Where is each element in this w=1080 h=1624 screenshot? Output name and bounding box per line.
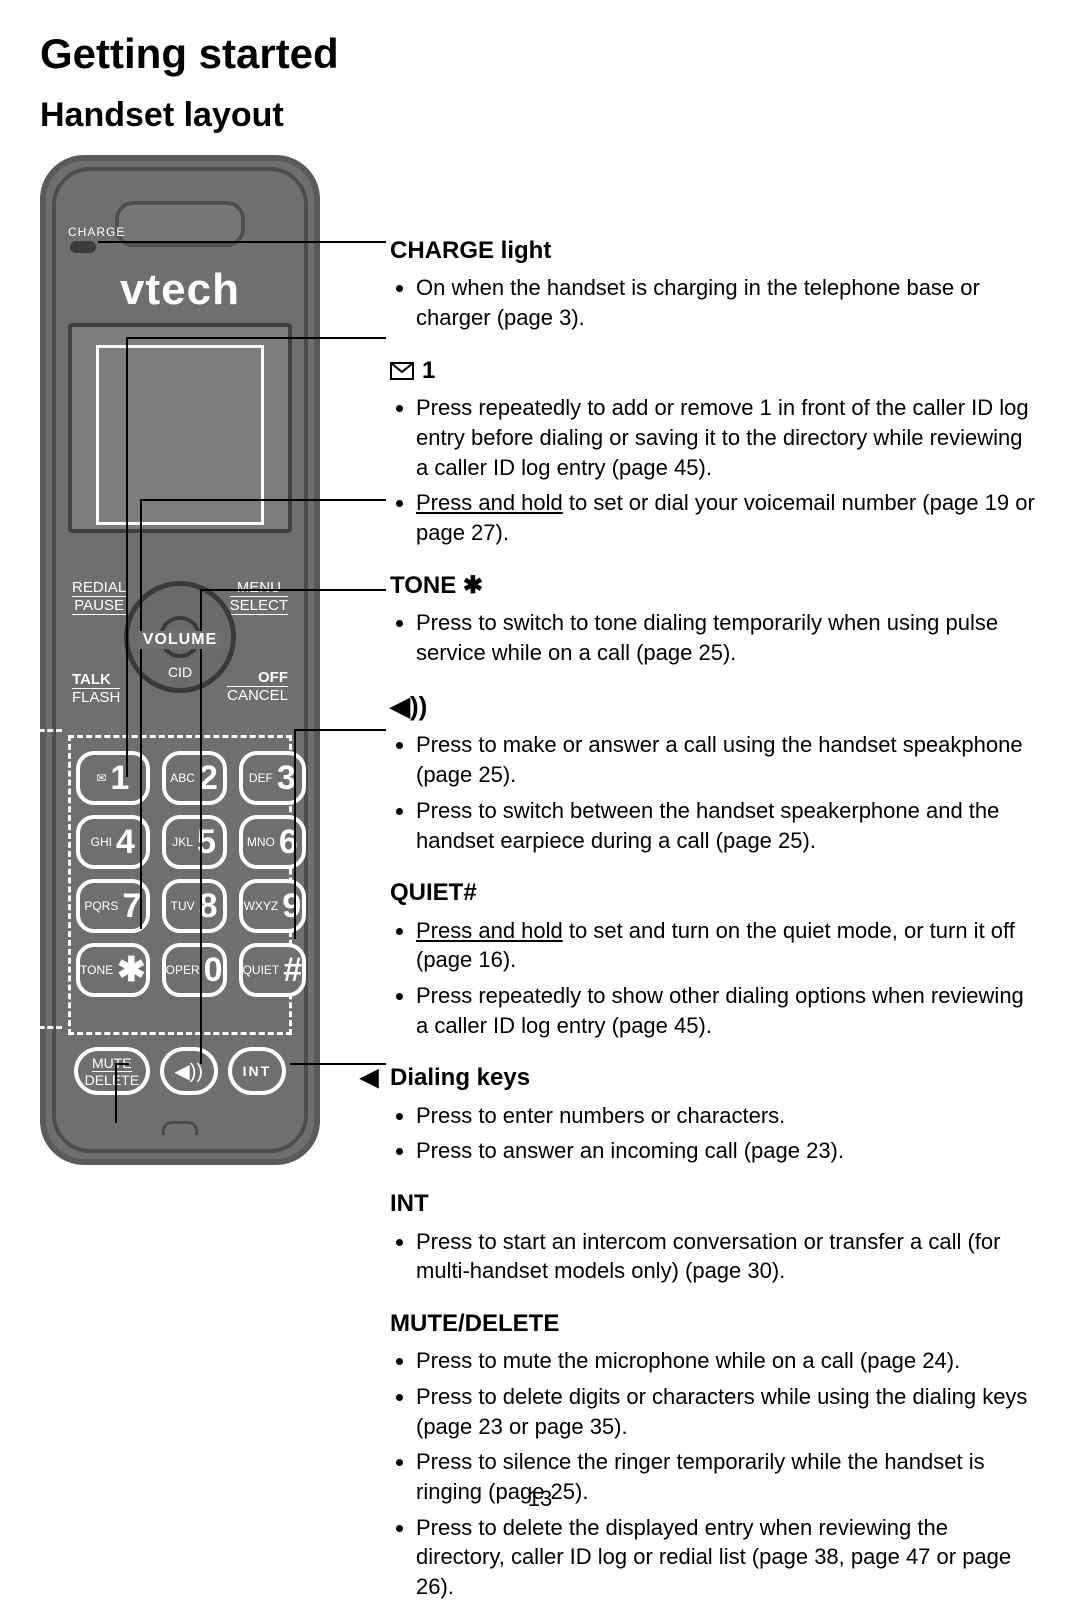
callout-int: INT Press to start an intercom conversati… bbox=[390, 1188, 1040, 1286]
callout-title: MUTE/DELETE bbox=[390, 1308, 1040, 1340]
callouts-column: CHARGE light On when the handset is charg… bbox=[350, 155, 1040, 1624]
page-title: Getting started bbox=[40, 30, 1040, 78]
callout-charge: CHARGE light On when the handset is charg… bbox=[390, 235, 1040, 333]
callout-item: Press and hold to set and turn on the qu… bbox=[416, 916, 1040, 975]
softkey-right: MENU SELECT bbox=[230, 579, 288, 615]
callout-item: Press to mute the microphone while on a … bbox=[416, 1346, 1040, 1376]
mute-delete-key: MUTE DELETE bbox=[74, 1047, 150, 1095]
callout-mute: MUTE/DELETE Press to mute the microphone … bbox=[390, 1308, 1040, 1602]
callout-items: Press and hold to set and turn on the qu… bbox=[390, 916, 1040, 1041]
callout-speaker: ◀)) Press to make or answer a call using … bbox=[390, 689, 1040, 855]
callout-item: Press to silence the ringer temporarily … bbox=[416, 1447, 1040, 1506]
keypad: ✉1ABC2DEF3GHI4JKL5MNO6PQRS7TUV8WXYZ9TONE… bbox=[76, 751, 284, 997]
cid-label: CID bbox=[168, 664, 192, 680]
microphone bbox=[162, 1121, 198, 1135]
keypad-key-1: ✉1 bbox=[76, 751, 150, 805]
callout-items: Press to make or answer a call using the… bbox=[390, 730, 1040, 855]
arrow-left-icon: ◀ bbox=[360, 1062, 378, 1094]
page-number: 13 bbox=[528, 1486, 552, 1512]
softkey-left: REDIAL PAUSE bbox=[72, 579, 126, 615]
callout-quiet: QUIET# Press and hold to set and turn on … bbox=[390, 877, 1040, 1040]
keypad-key-2: ABC2 bbox=[162, 751, 227, 805]
callout-item: Press to start an intercom conversation … bbox=[416, 1227, 1040, 1286]
callout-item: Press to enter numbers or characters. bbox=[416, 1101, 1040, 1131]
keypad-key-5: JKL5 bbox=[162, 815, 227, 869]
callout-dialing: ◀Dialing keys Press to enter numbers or c… bbox=[390, 1062, 1040, 1166]
callout-items: Press to start an intercom conversation … bbox=[390, 1227, 1040, 1286]
keypad-key-9: WXYZ9 bbox=[239, 879, 307, 933]
int-key: INT bbox=[228, 1047, 286, 1095]
keypad-key-#: QUIET# bbox=[239, 943, 307, 997]
mail-icon: ✉ bbox=[96, 772, 106, 784]
callout-items: Press repeatedly to add or remove 1 in f… bbox=[390, 393, 1040, 547]
callout-item: Press repeatedly to add or remove 1 in f… bbox=[416, 393, 1040, 482]
callout-title: 1 bbox=[390, 355, 1040, 387]
keypad-key-0: OPER0 bbox=[162, 943, 227, 997]
keypad-key-8: TUV8 bbox=[162, 879, 227, 933]
callout-item: Press repeatedly to show other dialing o… bbox=[416, 981, 1040, 1040]
callout-items: Press to mute the microphone while on a … bbox=[390, 1346, 1040, 1602]
callout-title: TONE ✱ bbox=[390, 570, 1040, 602]
callout-tone: TONE ✱ Press to switch to tone dialing te… bbox=[390, 570, 1040, 668]
callout-item: Press to delete digits or characters whi… bbox=[416, 1382, 1040, 1441]
keypad-key-✱: TONE✱ bbox=[76, 943, 150, 997]
callout-item: Press to answer an incoming call (page 2… bbox=[416, 1136, 1040, 1166]
callout-item: On when the handset is charging in the t… bbox=[416, 273, 1040, 332]
keypad-key-7: PQRS7 bbox=[76, 879, 150, 933]
charge-label: CHARGE bbox=[68, 225, 125, 239]
charge-led bbox=[70, 241, 96, 253]
callout-items: Press to switch to tone dialing temporar… bbox=[390, 608, 1040, 667]
callout-mail1: 1 Press repeatedly to add or remove 1 in … bbox=[390, 355, 1040, 548]
callout-item: Press to switch to tone dialing temporar… bbox=[416, 608, 1040, 667]
callout-item: Press to delete the displayed entry when… bbox=[416, 1513, 1040, 1602]
speaker-icon: ◀)) bbox=[174, 1059, 203, 1084]
callout-items: On when the handset is charging in the t… bbox=[390, 273, 1040, 332]
speaker-icon: ◀)) bbox=[390, 689, 427, 724]
off-key-label: OFF CANCEL bbox=[227, 669, 288, 704]
callout-title: ◀Dialing keys bbox=[390, 1062, 1040, 1094]
mail-icon bbox=[390, 362, 414, 380]
volume-label: VOLUME bbox=[139, 631, 221, 649]
callout-title: CHARGE light bbox=[390, 235, 1040, 267]
callout-title: INT bbox=[390, 1188, 1040, 1220]
keypad-key-6: MNO6 bbox=[239, 815, 307, 869]
handset-diagram: CHARGE vtech REDIAL PAUSE MENU SELECT VO… bbox=[40, 155, 350, 1624]
speaker-key: ◀)) bbox=[160, 1047, 218, 1095]
callout-title: ◀)) bbox=[390, 689, 1040, 724]
callout-item: Press and hold to set or dial your voice… bbox=[416, 488, 1040, 547]
callout-item: Press to switch between the handset spea… bbox=[416, 796, 1040, 855]
callout-title: QUIET# bbox=[390, 877, 1040, 909]
keypad-key-4: GHI4 bbox=[76, 815, 150, 869]
callout-item: Press to make or answer a call using the… bbox=[416, 730, 1040, 789]
keypad-key-3: DEF3 bbox=[239, 751, 307, 805]
brand-logo: vtech bbox=[46, 265, 314, 315]
callout-items: Press to enter numbers or characters. Pre… bbox=[390, 1101, 1040, 1166]
section-title: Handset layout bbox=[40, 96, 1040, 135]
talk-key-label: TALK FLASH bbox=[72, 671, 120, 706]
